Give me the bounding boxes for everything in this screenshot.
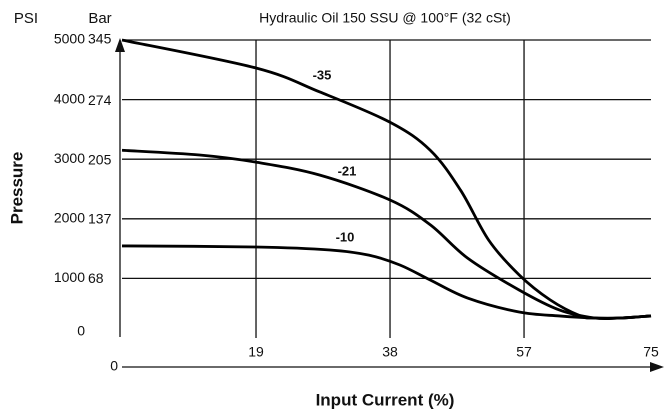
line-series bbox=[121, 148, 652, 321]
series-label: -10 bbox=[336, 229, 355, 244]
y-tick-label: 2000 bbox=[54, 210, 85, 226]
y-tick-label: 4000 bbox=[54, 90, 85, 106]
subtitle: Hydraulic Oil 150 SSU @ 100°F (32 cSt) bbox=[259, 10, 511, 26]
line-series bbox=[121, 244, 652, 320]
y-tick-label: 1000 bbox=[54, 269, 85, 285]
y-unit: PSI bbox=[14, 10, 38, 27]
x-tick-label: 19 bbox=[248, 344, 264, 360]
x-tick-label: 75 bbox=[643, 344, 659, 360]
y2-tick-label: 345 bbox=[88, 31, 112, 47]
y-tick-label: 3000 bbox=[54, 150, 85, 166]
x-tick-label: 0 bbox=[110, 358, 118, 374]
x-tick-label: 57 bbox=[516, 344, 532, 360]
x-tick-label: 38 bbox=[382, 344, 398, 360]
line-series bbox=[121, 38, 652, 320]
y2-tick-label: 68 bbox=[88, 270, 104, 286]
y-arrow bbox=[115, 38, 125, 52]
y2-tick-label: 137 bbox=[88, 210, 112, 226]
x-arrow bbox=[650, 362, 664, 372]
y2-unit: Bar bbox=[88, 10, 111, 27]
x-axis-title: Input Current (%) bbox=[316, 390, 455, 409]
y2-tick-label: 205 bbox=[88, 152, 112, 168]
y-tick-label: 0 bbox=[77, 323, 85, 339]
y-axis-title: Pressure bbox=[7, 152, 26, 225]
y-tick-label: 5000 bbox=[54, 31, 85, 47]
y2-tick-label: 274 bbox=[88, 92, 112, 108]
series-label: -21 bbox=[338, 163, 357, 178]
series-label: -35 bbox=[313, 67, 332, 82]
